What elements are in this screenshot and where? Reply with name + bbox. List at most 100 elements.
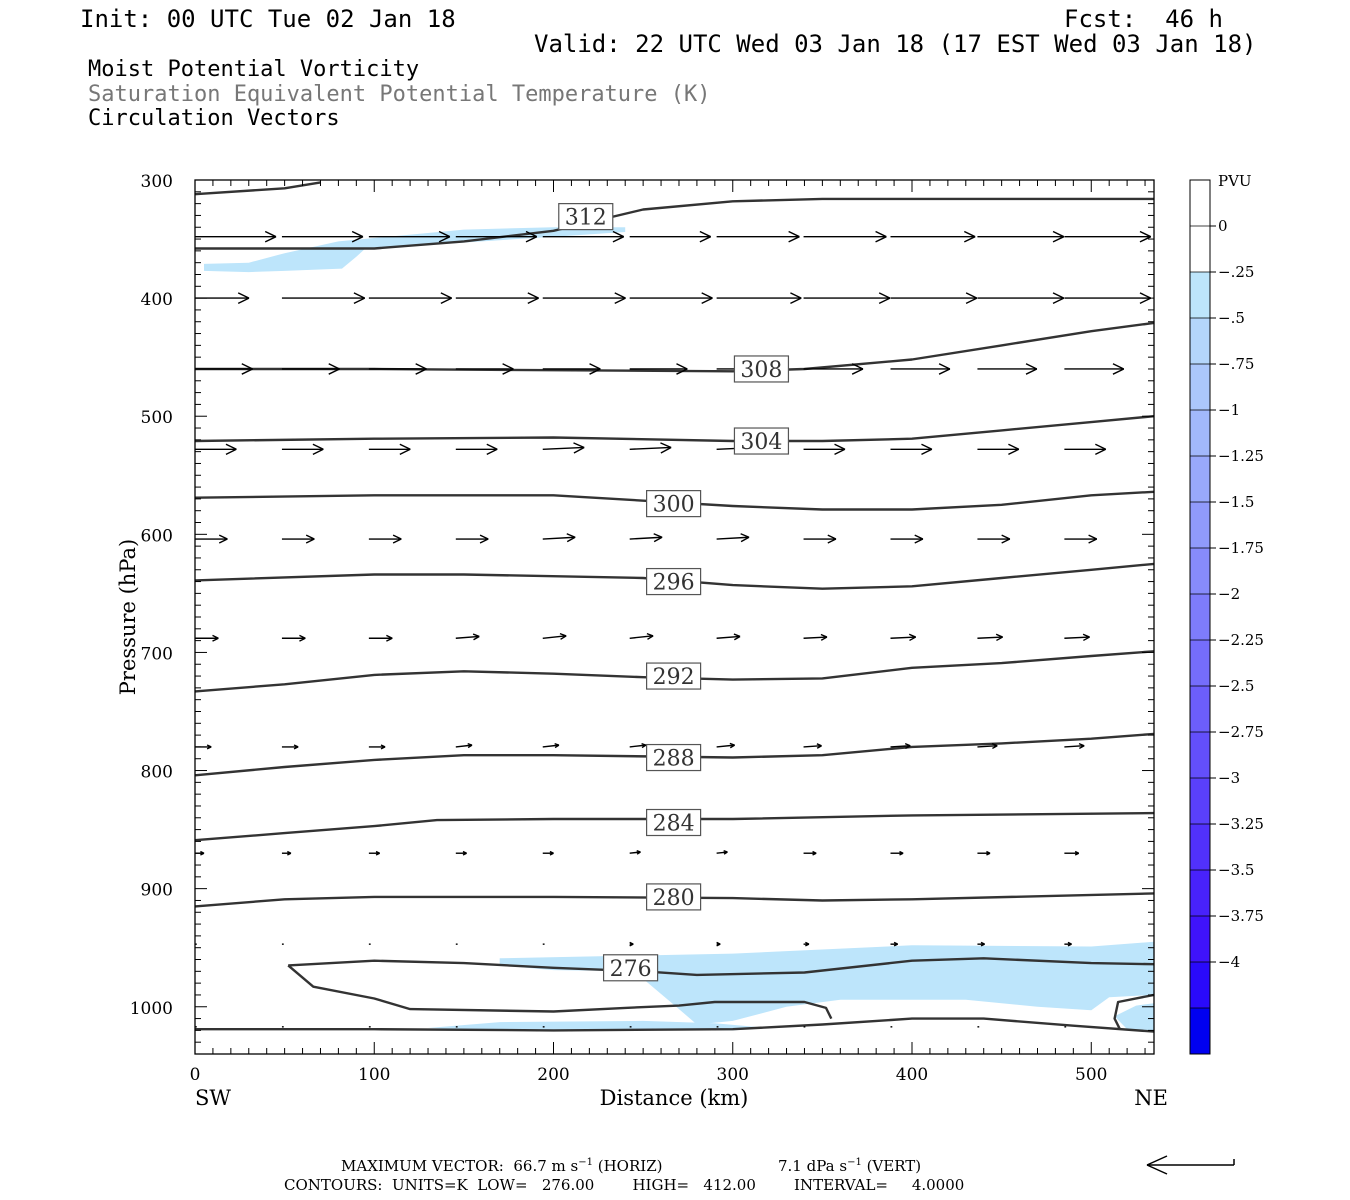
theta-es-contour <box>195 1017 1155 1033</box>
circulation-vector <box>542 632 567 640</box>
circulation-vector <box>977 941 985 947</box>
circulation-vector <box>455 742 473 749</box>
circulation-vector <box>368 363 427 375</box>
max-vector-vertical: 7.1 dPa s <box>778 1157 848 1175</box>
colorbar-segment <box>1190 962 1210 1009</box>
circulation-vector <box>803 363 864 375</box>
contour-label: 312 <box>565 206 607 231</box>
circulation-vector <box>195 363 253 375</box>
circulation-vector <box>803 941 810 947</box>
circulation-vector <box>542 850 554 856</box>
circulation-vector <box>455 363 514 375</box>
contour-label-box <box>733 427 790 455</box>
contour-label-box <box>646 567 702 596</box>
x-tick-label: 500 <box>1075 1065 1107 1085</box>
circulation-vector <box>716 292 802 304</box>
circulation-vector <box>281 363 340 375</box>
max-vector-vertical-text: 7.1 dPa s−1 (VERT) <box>778 1158 921 1174</box>
circulation-vector <box>1064 443 1107 455</box>
circulation-vector <box>803 443 846 455</box>
title-vectors: Circulation Vectors <box>88 106 340 131</box>
circulation-vector <box>368 744 386 750</box>
max-vector-horizontal-exponent: −1 <box>578 1157 593 1168</box>
title-pv: Moist Potential Vorticity <box>88 57 420 82</box>
contour-label-box <box>733 355 790 383</box>
title-theta-es: Saturation Equivalent Potential Temperat… <box>88 82 711 107</box>
max-vector-text: MAXIMUM VECTOR: 66.7 m s−1 (HORIZ) <box>341 1158 662 1174</box>
circulation-vector <box>803 743 822 749</box>
circulation-vector <box>716 742 735 749</box>
circulation-vector <box>803 633 828 641</box>
y-tick-label: 800 <box>141 763 173 783</box>
colorbar-segment <box>1190 272 1210 319</box>
contour-label: 292 <box>653 665 695 690</box>
colorbar-label: −.25 <box>1218 263 1254 281</box>
pv-shading <box>204 227 626 273</box>
circulation-vector <box>455 534 489 544</box>
y-tick-label: 400 <box>141 290 173 310</box>
circulation-vector <box>716 850 728 855</box>
y-tick-label: 900 <box>141 881 173 901</box>
y-axis-label: Pressure (hPa) <box>116 539 140 695</box>
contour-label-box <box>558 203 614 231</box>
colorbar-segment <box>1190 1008 1210 1055</box>
theta-es-contour <box>194 892 1155 908</box>
circulation-vector <box>890 443 933 455</box>
max-vector-vertical-label: (VERT) <box>861 1157 922 1175</box>
circulation-vector <box>542 742 560 749</box>
circulation-vector <box>890 633 917 642</box>
circulation-vector <box>890 292 978 304</box>
circulation-vector <box>716 533 750 543</box>
colorbar-segment <box>1190 732 1210 779</box>
circulation-vector <box>455 850 467 856</box>
circulation-vector <box>281 443 324 455</box>
circulation-vector <box>195 443 237 455</box>
circulation-vector <box>1064 850 1080 856</box>
circulation-vector <box>629 533 663 543</box>
colorbar-label: 0 <box>1218 217 1228 235</box>
y-tick-label: 1000 <box>130 999 173 1019</box>
colorbar-label: −1 <box>1218 401 1240 419</box>
theta-es-contour <box>194 732 1155 777</box>
valid-time: Valid: 22 UTC Wed 03 Jan 18 (17 EST Wed … <box>534 30 1257 58</box>
circulation-vector <box>803 292 891 304</box>
circulation-vector <box>281 744 299 750</box>
theta-es-contour <box>287 964 833 1020</box>
theta-es-contour <box>195 321 1155 373</box>
forecast-hour: Fcst: 46 h <box>1064 5 1223 33</box>
circulation-vector <box>195 534 228 544</box>
theta-es-contour <box>194 562 1155 590</box>
y-tick-label: 500 <box>141 408 173 428</box>
circulation-vector <box>281 230 364 243</box>
circulation-vector <box>629 742 647 749</box>
circulation-vector <box>1064 292 1152 304</box>
circulation-vector <box>542 533 576 543</box>
circulation-vector <box>716 941 721 947</box>
contour-label: 276 <box>610 957 652 982</box>
colorbar-label: −4 <box>1218 953 1240 971</box>
max-vector-horizontal-label: (HORIZ) <box>592 1157 663 1175</box>
circulation-vector <box>977 443 1020 455</box>
ne-label: NE <box>1134 1086 1168 1110</box>
contour-label-box <box>646 743 702 772</box>
circulation-vector <box>542 230 625 243</box>
circulation-vector <box>1064 534 1098 544</box>
colorbar-segment <box>1190 410 1210 457</box>
circulation-vector <box>629 292 713 304</box>
circulation-vector <box>890 941 899 947</box>
pv-shading <box>499 941 1154 1025</box>
circulation-vector <box>716 230 800 243</box>
circulation-vector <box>455 292 539 304</box>
circulation-vector <box>977 850 991 856</box>
circulation-vector <box>1064 363 1125 375</box>
circulation-vector <box>542 442 585 454</box>
colorbar-label: −1.25 <box>1218 447 1264 465</box>
contour-label: 296 <box>653 571 695 596</box>
pv-shading <box>1114 1003 1154 1031</box>
max-vector-vertical-exponent: −1 <box>847 1157 862 1168</box>
circulation-vector <box>890 742 911 750</box>
circulation-vector <box>281 634 306 642</box>
colorbar-segment <box>1190 870 1210 917</box>
circulation-vector <box>195 634 219 642</box>
colorbar-label: −.75 <box>1218 355 1254 373</box>
